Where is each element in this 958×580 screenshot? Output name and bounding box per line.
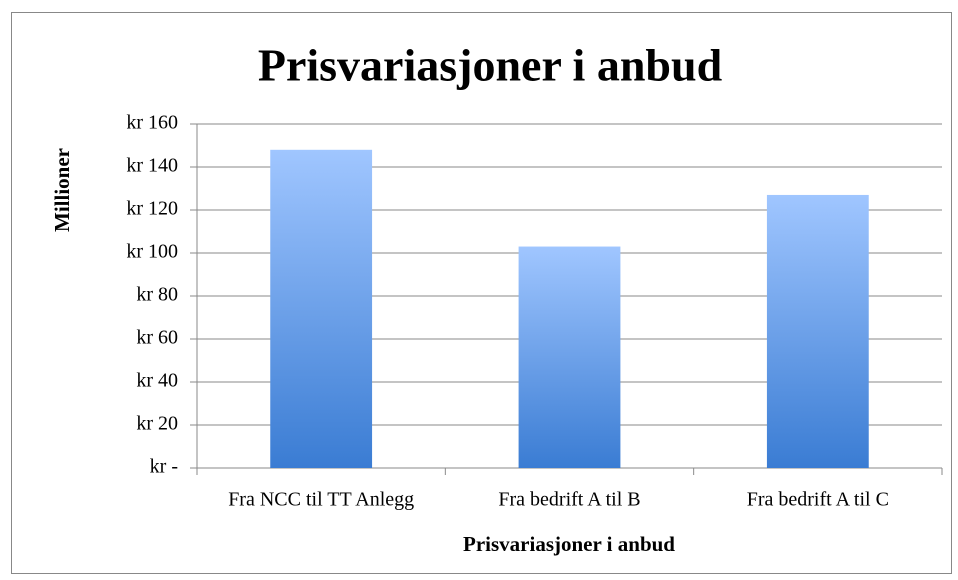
y-tick-label: kr - [150, 456, 178, 478]
y-tick-label: kr 80 [136, 284, 178, 306]
y-axis-label: Millioner [50, 148, 74, 232]
bar [518, 246, 621, 468]
x-axis-label: Prisvariasjoner i anbud [463, 532, 675, 556]
y-tick-label: kr 100 [126, 241, 178, 263]
bar [766, 194, 869, 468]
y-tick-label: kr 120 [126, 198, 178, 220]
y-tick-label: kr 160 [126, 112, 178, 134]
x-tick-label: Fra bedrift A til B [498, 489, 640, 511]
chart-title: Prisvariasjoner i anbud [258, 40, 723, 91]
y-tick-label: kr 140 [126, 155, 178, 177]
bar [270, 149, 373, 469]
x-tick-label: Fra NCC til TT Anlegg [228, 489, 414, 511]
y-tick-label: kr 20 [136, 413, 178, 435]
y-tick-label: kr 60 [136, 327, 178, 349]
y-tick-label: kr 40 [136, 370, 178, 392]
x-tick-label: Fra bedrift A til C [747, 489, 889, 511]
